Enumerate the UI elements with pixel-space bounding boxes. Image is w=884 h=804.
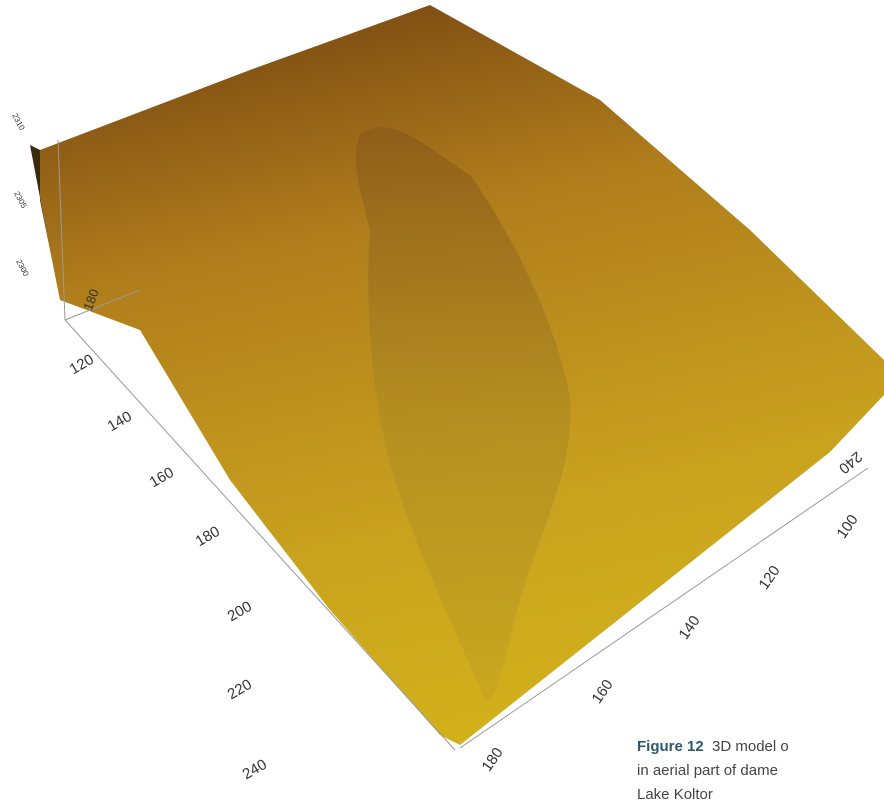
axis-label: 180: [478, 745, 506, 775]
axis-label: 220: [225, 676, 255, 703]
terrain-render: 2310230523001801201401601802002202402401…: [0, 0, 884, 804]
caption-text: in aerial part of dame: [637, 762, 778, 779]
axis-label: 180: [193, 523, 223, 550]
caption-text: Lake Koltor: [637, 786, 713, 803]
axis-label: 120: [67, 351, 97, 378]
figure: 2310230523001801201401601802002202402401…: [0, 0, 884, 804]
axis-label: 2305: [12, 190, 29, 210]
axis-label: 140: [675, 613, 703, 643]
axis-label: 200: [225, 598, 255, 625]
caption-label: Figure 12: [637, 738, 704, 755]
axis-label: 2310: [10, 112, 27, 132]
axis-label: 2300: [14, 258, 31, 278]
caption-line: Figure 12 3D model o: [637, 738, 789, 755]
axis-label: 140: [105, 408, 135, 435]
axis-label: 100: [833, 512, 861, 542]
axis-label: 160: [147, 464, 177, 491]
axis-label: 240: [240, 756, 270, 783]
caption-text: 3D model o: [712, 738, 789, 755]
axis-label: 160: [588, 677, 616, 707]
axis-label: 120: [755, 563, 783, 593]
